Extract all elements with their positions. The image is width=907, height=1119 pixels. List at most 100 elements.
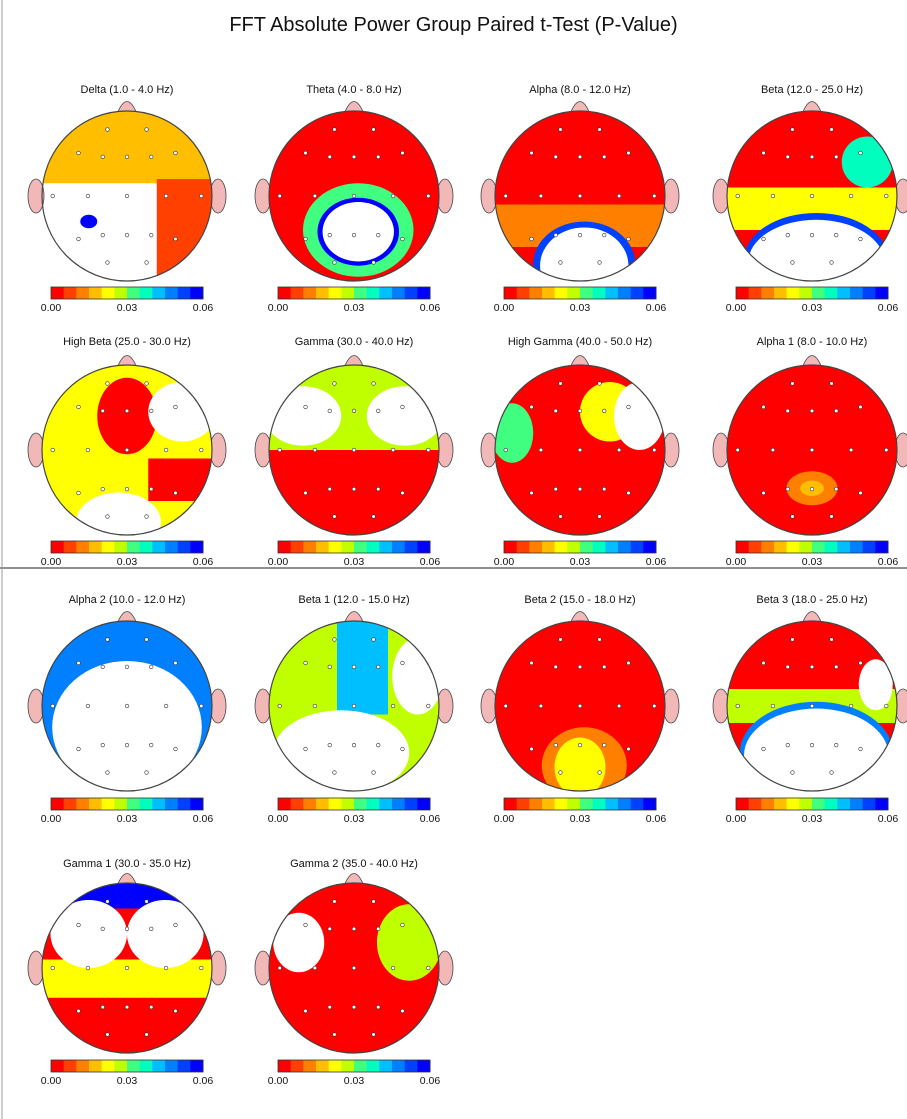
colorbar-segment: [812, 798, 826, 810]
head-outline: [726, 110, 898, 282]
map-title: Beta 3 (18.0 - 25.0 Hz): [756, 594, 868, 606]
map-title: Alpha (8.0 - 12.0 Hz): [529, 84, 631, 96]
electrode-marker: [553, 487, 558, 492]
electrode-marker: [124, 926, 130, 932]
electrode-marker: [391, 965, 396, 971]
topomap: 0.00 0.03 0.06: [712, 355, 907, 568]
colorbar-segment: [316, 798, 330, 810]
colorbar-segment: [542, 287, 556, 299]
electrode-marker: [332, 899, 337, 904]
colorbar-segment: [366, 798, 380, 810]
electrode-marker: [809, 193, 815, 199]
colorbar-segment: [89, 1060, 103, 1072]
electrode-marker: [100, 1004, 105, 1010]
colorbar-segment: [567, 541, 581, 553]
electrode-marker: [303, 150, 308, 156]
colorbar-segment: [379, 798, 393, 810]
colorbar-segment: [114, 1060, 128, 1072]
colorbar-frame: [735, 797, 889, 811]
electrode-marker: [351, 1004, 357, 1010]
colorbar-segment: [76, 798, 90, 810]
electrode-marker: [144, 637, 149, 642]
colorbar-tick-label: 0.03: [117, 813, 138, 825]
colorbar-tick-label: 0.03: [344, 813, 365, 825]
electrode-marker: [149, 408, 154, 414]
electrode-marker: [785, 408, 790, 414]
colorbar-segment: [278, 541, 292, 553]
electrode-marker: [351, 447, 357, 453]
electrode-marker: [809, 447, 815, 453]
electrode-marker: [809, 408, 815, 414]
electrode-marker: [553, 233, 558, 238]
colorbar-segment: [592, 798, 606, 810]
colorbar-frame: [503, 797, 657, 811]
head-outline: [268, 110, 440, 282]
colorbar-segment: [837, 798, 851, 810]
colorbar-segment: [542, 798, 556, 810]
colorbar-tick-label: 0.06: [420, 1075, 441, 1087]
electrode-marker: [529, 404, 534, 410]
colorbar-tick-label: 0.03: [570, 556, 591, 568]
electrode-marker: [400, 236, 405, 242]
electrode-marker: [761, 660, 766, 666]
electrode-marker: [426, 447, 431, 453]
colorbar-segment: [799, 541, 813, 553]
electrode-marker: [312, 703, 318, 709]
colorbar-segment: [328, 1060, 342, 1072]
electrode-marker: [577, 233, 583, 238]
electrode-marker: [558, 127, 563, 132]
colorbar-segment: [89, 287, 103, 299]
electrode-marker: [770, 447, 776, 453]
colorbar-segment: [152, 287, 166, 299]
colorbar-frame: [503, 286, 657, 300]
topomap: 0.00 0.03 0.06: [254, 873, 454, 1087]
electrode-marker: [790, 637, 795, 642]
colorbar-segment: [516, 287, 530, 299]
electrode-marker: [327, 1004, 332, 1010]
electrode-marker: [149, 154, 154, 159]
colorbar-tick-label: 0.06: [646, 813, 667, 825]
pvalue-region: [273, 710, 410, 791]
colorbar-segment: [774, 798, 788, 810]
electrode-marker: [558, 637, 563, 642]
electrode-marker: [577, 742, 583, 748]
electrode-marker: [303, 1008, 308, 1014]
electrode-marker: [577, 703, 583, 709]
colorbar-segment: [618, 287, 632, 299]
electrode-marker: [327, 154, 332, 159]
colorbar-segment: [824, 541, 838, 553]
colorbar-segment: [736, 541, 750, 553]
electrode-marker: [76, 660, 81, 666]
electrode-marker: [327, 742, 332, 748]
electrode-marker: [50, 193, 55, 199]
electrode-marker: [400, 490, 405, 496]
colorbar-frame: [50, 1059, 204, 1073]
electrode-marker: [164, 193, 169, 199]
electrode-marker: [884, 703, 889, 709]
colorbar-segment: [366, 1060, 380, 1072]
colorbar-segment: [630, 541, 644, 553]
pvalue-region: [273, 912, 325, 973]
map-title: Delta (1.0 - 4.0 Hz): [80, 84, 174, 96]
electrode-marker: [529, 490, 534, 496]
electrode-marker: [332, 637, 337, 642]
colorbar-segment: [605, 798, 619, 810]
colorbar-segment: [392, 798, 406, 810]
colorbar-tick-label: 0.03: [570, 813, 591, 825]
head-outline: [268, 882, 440, 1054]
colorbar-tick-label: 0.06: [193, 556, 214, 568]
colorbar-segment: [165, 287, 179, 299]
colorbar-tick-label: 0.03: [344, 1075, 365, 1087]
colorbar-segment: [392, 541, 406, 553]
colorbar-segment: [862, 287, 876, 299]
electrode-marker: [105, 260, 110, 265]
colorbar-segment: [875, 798, 889, 810]
electrode-marker: [790, 127, 795, 132]
map-title: Beta 2 (15.0 - 18.0 Hz): [524, 594, 636, 606]
electrode-marker: [426, 193, 431, 199]
head-outline: [268, 620, 440, 792]
electrode-marker: [100, 664, 105, 670]
electrode-marker: [144, 260, 149, 265]
pvalue-region: [42, 959, 212, 998]
pvalue-region: [841, 136, 893, 188]
